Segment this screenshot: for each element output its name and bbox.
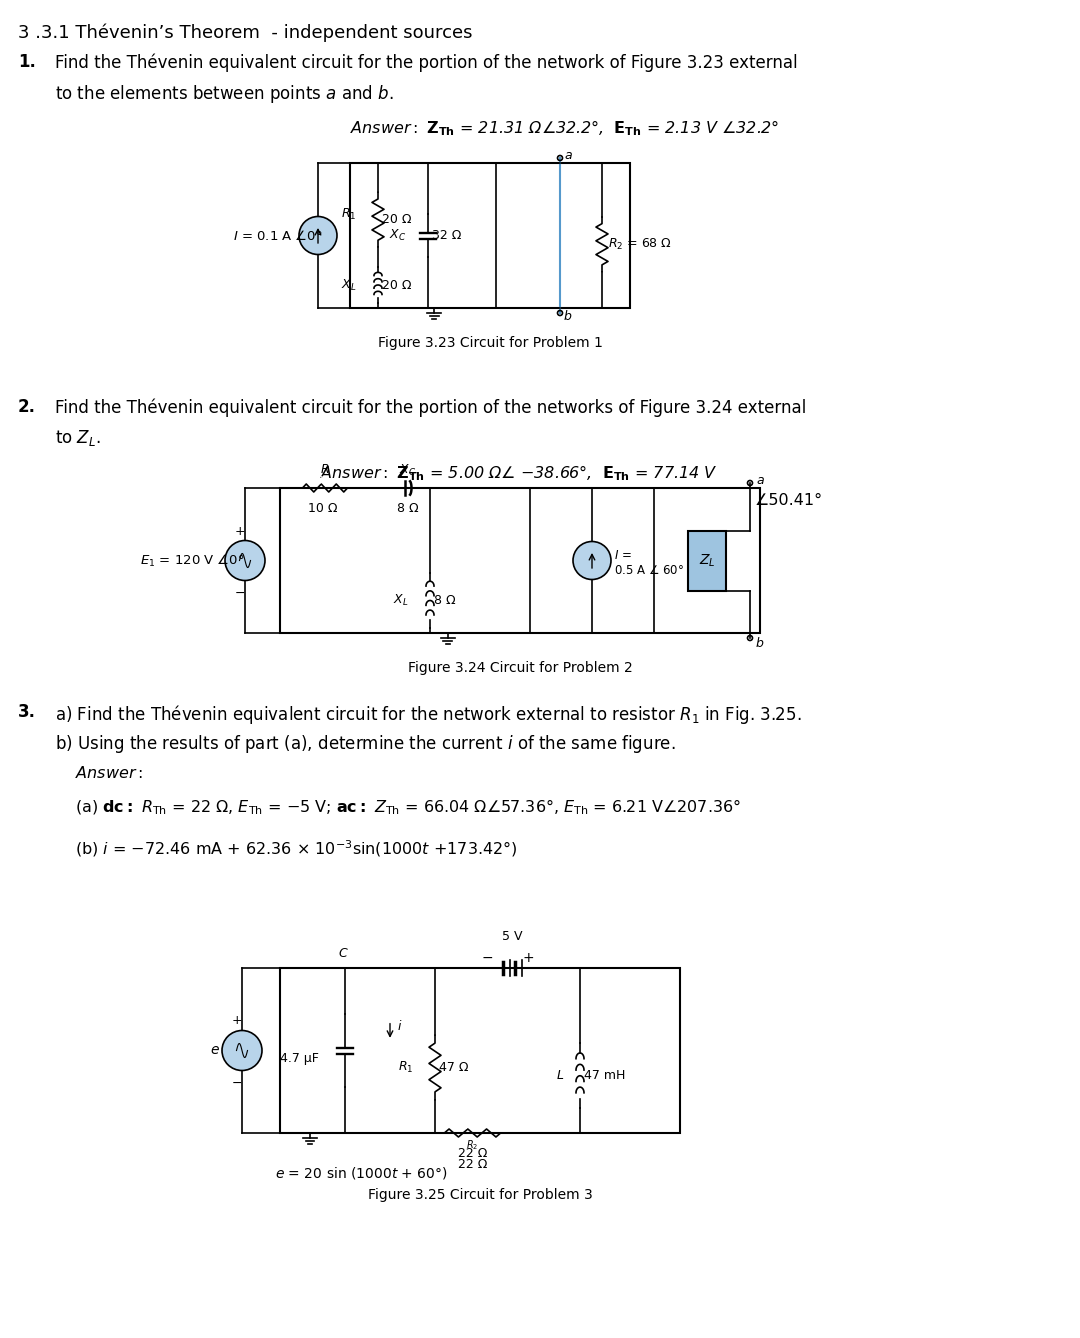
Bar bbox=[688, 530, 726, 590]
Text: $R_1$: $R_1$ bbox=[397, 1060, 413, 1074]
Text: $I$ = 0.1 A $\angle$0°: $I$ = 0.1 A $\angle$0° bbox=[233, 229, 323, 242]
Text: $L$: $L$ bbox=[556, 1069, 564, 1082]
Text: ∠50.41°: ∠50.41° bbox=[755, 492, 823, 508]
Text: $e$ = 20 sin (1000$t$ + 60°): $e$ = 20 sin (1000$t$ + 60°) bbox=[275, 1165, 448, 1181]
Text: $\mathsf{WV}$: $\mathsf{WV}$ bbox=[462, 1119, 483, 1131]
Text: 5 V: 5 V bbox=[502, 930, 523, 943]
Text: −: − bbox=[482, 951, 492, 965]
Text: $i$: $i$ bbox=[397, 1018, 403, 1033]
Text: $e$: $e$ bbox=[211, 1044, 220, 1057]
Text: Figure 3.24 Circuit for Problem 2: Figure 3.24 Circuit for Problem 2 bbox=[407, 661, 633, 674]
Text: $E_1$ = 120 V $\angle$0°: $E_1$ = 120 V $\angle$0° bbox=[140, 553, 244, 569]
Text: a: a bbox=[756, 474, 764, 487]
Text: Figure 3.23 Circuit for Problem 1: Figure 3.23 Circuit for Problem 1 bbox=[378, 336, 603, 351]
Text: (a) $\mathbf{dc:}$ $R_{\mathrm{Th}}$ = 22 Ω, $E_{\mathrm{Th}}$ = −5 V; $\mathbf{: (a) $\mathbf{dc:}$ $R_{\mathrm{Th}}$ = 2… bbox=[75, 797, 741, 818]
Text: a) Find the Thévenin equivalent circuit for the network external to resistor $R_: a) Find the Thévenin equivalent circuit … bbox=[55, 702, 801, 727]
Text: Find the Thévenin equivalent circuit for the portion of the networks of Figure 3: Find the Thévenin equivalent circuit for… bbox=[55, 397, 807, 416]
Text: 8 Ω: 8 Ω bbox=[396, 502, 418, 515]
Text: $I$ =: $I$ = bbox=[615, 549, 632, 562]
Text: $R$: $R$ bbox=[321, 463, 329, 476]
Text: 8 Ω: 8 Ω bbox=[434, 594, 456, 607]
Text: Find the Thévenin equivalent circuit for the portion of the network of Figure 3.: Find the Thévenin equivalent circuit for… bbox=[55, 54, 798, 71]
Text: +: + bbox=[523, 951, 535, 965]
Text: −: − bbox=[234, 586, 245, 599]
Text: to the elements between points $a$ and $b$.: to the elements between points $a$ and $… bbox=[55, 83, 393, 104]
Text: 47 Ω: 47 Ω bbox=[438, 1061, 469, 1074]
Text: $X_L$: $X_L$ bbox=[340, 277, 356, 293]
Text: 4.7 μF: 4.7 μF bbox=[280, 1052, 319, 1065]
Text: $Z_L$: $Z_L$ bbox=[699, 553, 716, 569]
Text: 47 mH: 47 mH bbox=[584, 1069, 625, 1082]
Text: $\it{Answer:}$ $\mathbf{Z}_{\mathbf{Th}}$ = 5.00 Ω∠ −38.66°,  $\mathbf{E}_{\math: $\it{Answer:}$ $\mathbf{Z}_{\mathbf{Th}}… bbox=[320, 463, 717, 483]
Text: (b) $i$ = −72.46 mA + 62.36 × 10$^{-3}$sin(1000$t$ +173.42°): (b) $i$ = −72.46 mA + 62.36 × 10$^{-3}$s… bbox=[75, 838, 517, 859]
Bar bbox=[350, 163, 630, 308]
Text: 1.: 1. bbox=[18, 54, 36, 71]
Text: $C$: $C$ bbox=[338, 947, 349, 959]
Text: Figure 3.25 Circuit for Problem 3: Figure 3.25 Circuit for Problem 3 bbox=[367, 1188, 592, 1202]
Text: b: b bbox=[564, 309, 572, 322]
Bar bbox=[280, 967, 680, 1133]
Text: to $Z_L$.: to $Z_L$. bbox=[55, 428, 100, 448]
Circle shape bbox=[225, 541, 265, 581]
Text: $X_L$: $X_L$ bbox=[392, 593, 408, 607]
Text: 20 Ω: 20 Ω bbox=[382, 278, 411, 292]
Text: b) Using the results of part (a), determine the current $i$ of the same figure.: b) Using the results of part (a), determ… bbox=[55, 733, 676, 755]
Text: a: a bbox=[564, 149, 571, 162]
Text: 3.: 3. bbox=[18, 702, 36, 721]
Text: 3 .3.1 Thévenin’s Theorem  - independent sources: 3 .3.1 Thévenin’s Theorem - independent … bbox=[18, 23, 473, 41]
Text: $R_1$: $R_1$ bbox=[340, 207, 356, 222]
Text: 22 Ω: 22 Ω bbox=[458, 1157, 487, 1171]
Text: 32 Ω: 32 Ω bbox=[432, 229, 461, 242]
Text: +: + bbox=[232, 1014, 242, 1028]
Circle shape bbox=[222, 1030, 262, 1070]
Text: −: − bbox=[232, 1077, 242, 1089]
Text: 2.: 2. bbox=[18, 397, 36, 416]
Text: +: + bbox=[234, 524, 245, 538]
Text: $\mathsf{WV}$: $\mathsf{WV}$ bbox=[315, 474, 334, 486]
Circle shape bbox=[573, 542, 611, 579]
Text: $X_C$: $X_C$ bbox=[389, 227, 406, 244]
Text: $R_2$ = 68 Ω: $R_2$ = 68 Ω bbox=[608, 237, 672, 252]
Text: $\it{Answer:}$ $\mathbf{Z}_{\mathbf{Th}}$ = 21.31 Ω∠32.2°,  $\mathbf{E}_{\mathbf: $\it{Answer:}$ $\mathbf{Z}_{\mathbf{Th}}… bbox=[350, 118, 780, 138]
Bar bbox=[280, 488, 760, 633]
Text: 10 Ω: 10 Ω bbox=[308, 502, 338, 515]
Text: $R_2$: $R_2$ bbox=[467, 1139, 478, 1152]
Text: $X_C$: $X_C$ bbox=[399, 463, 416, 478]
Text: 20 Ω: 20 Ω bbox=[382, 213, 411, 226]
Circle shape bbox=[299, 217, 337, 254]
Text: b: b bbox=[756, 637, 764, 649]
Text: $\it{Answer:}$: $\it{Answer:}$ bbox=[75, 765, 144, 781]
Text: 0.5 A $\angle$ 60°: 0.5 A $\angle$ 60° bbox=[615, 565, 684, 577]
Text: 22 Ω: 22 Ω bbox=[458, 1147, 487, 1160]
